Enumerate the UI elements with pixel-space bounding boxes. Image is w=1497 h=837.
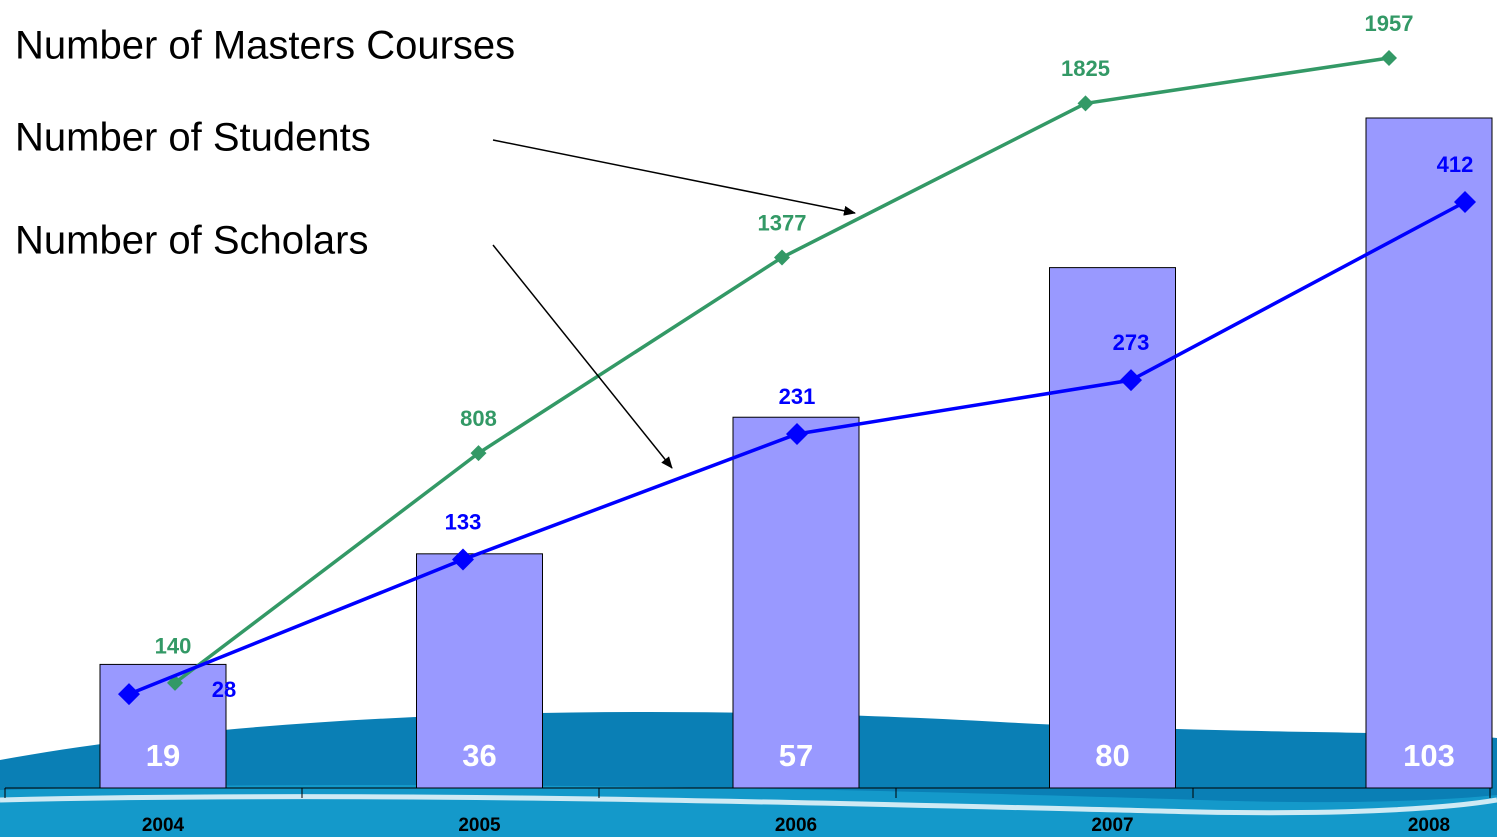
x-tick-label: 2004 xyxy=(142,815,185,836)
legend-label: Number of Students xyxy=(15,116,371,160)
marker xyxy=(1078,95,1094,111)
chart: 2004 2005 2006 2007 2008 19 36 57 80 103 140 808 13… xyxy=(0,0,1497,837)
data-label: 28 xyxy=(212,677,236,702)
data-label: 140 xyxy=(155,634,192,659)
callout-arrow xyxy=(493,245,672,468)
x-tick-label: 2006 xyxy=(775,815,817,836)
bar-label: 19 xyxy=(146,738,180,773)
bar-label: 36 xyxy=(462,738,496,773)
x-tick-label: 2008 xyxy=(1408,815,1450,836)
marker xyxy=(1381,50,1397,66)
data-label: 133 xyxy=(445,509,482,534)
bar-label: 103 xyxy=(1403,738,1455,773)
x-tick-label: 2005 xyxy=(458,815,501,836)
data-label: 412 xyxy=(1437,152,1474,177)
bar xyxy=(1366,118,1492,788)
data-label: 808 xyxy=(460,406,497,431)
data-label: 273 xyxy=(1113,330,1150,355)
callout-arrow xyxy=(493,140,855,213)
data-label: 1825 xyxy=(1061,56,1110,81)
bar xyxy=(733,417,859,788)
legend-label: Number of Scholars xyxy=(15,219,368,263)
x-tick-label: 2007 xyxy=(1091,815,1133,836)
legend-label: Number of Masters Courses xyxy=(15,24,515,68)
data-label: 1957 xyxy=(1365,11,1414,36)
data-label: 1377 xyxy=(758,210,807,235)
bar-label: 57 xyxy=(779,738,813,773)
data-label: 231 xyxy=(779,384,816,409)
bar-label: 80 xyxy=(1095,738,1129,773)
